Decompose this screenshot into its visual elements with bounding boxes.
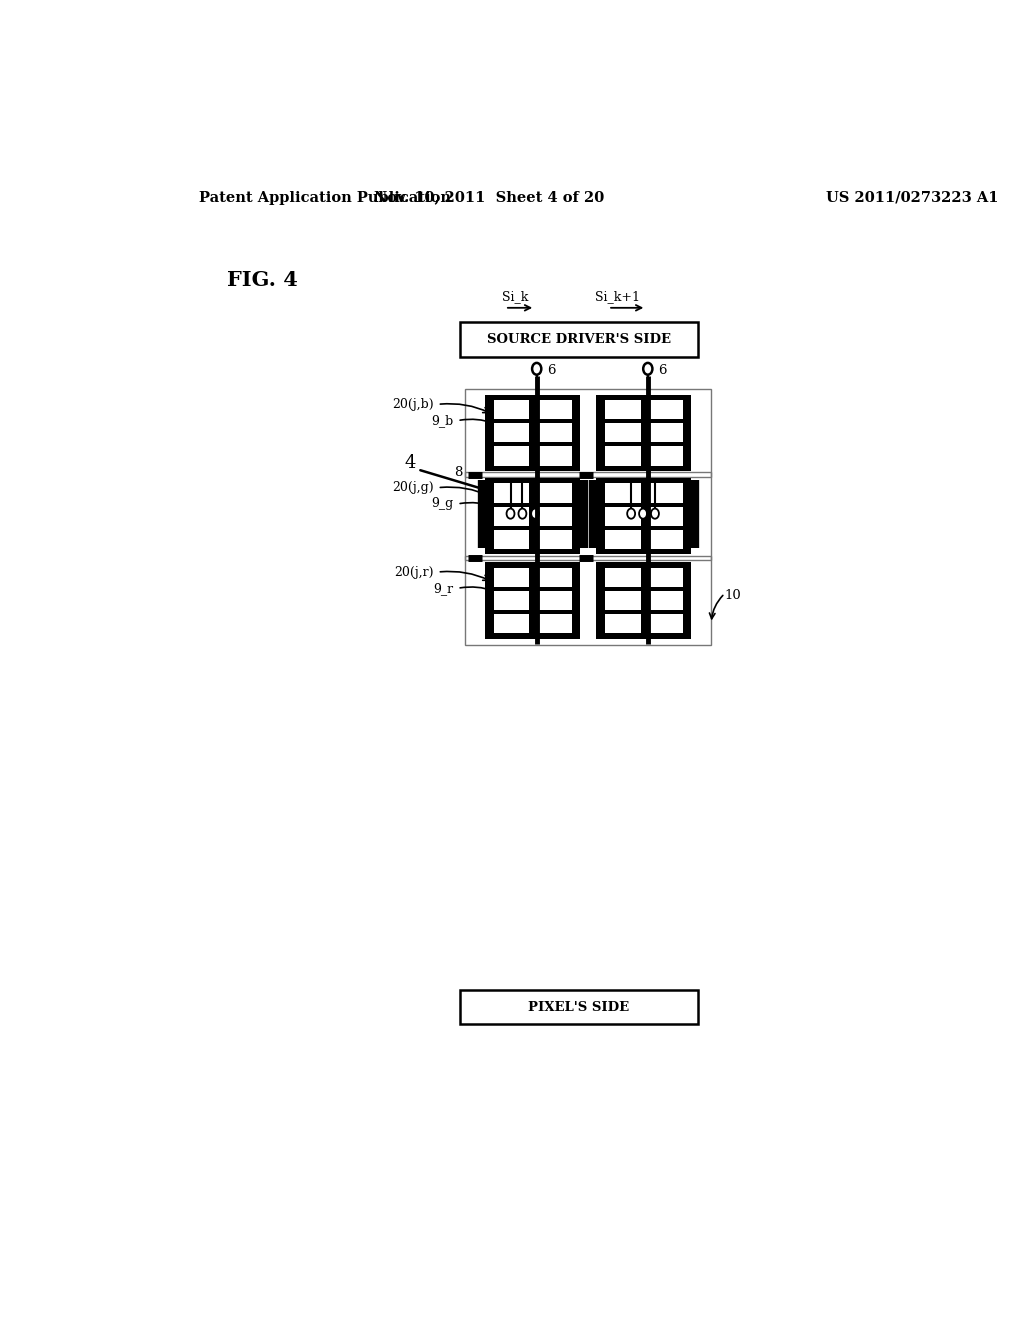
Bar [647, 614, 683, 634]
Text: 20(j,r): 20(j,r) [394, 565, 433, 578]
Bar [537, 446, 571, 466]
Bar [494, 529, 529, 549]
Bar [605, 446, 640, 466]
Text: PIXEL'S SIDE: PIXEL'S SIDE [528, 1001, 630, 1014]
Bar [647, 400, 683, 420]
Bar [647, 529, 683, 549]
Bar [605, 529, 640, 549]
Text: Si_k: Si_k [503, 289, 528, 302]
Text: 6: 6 [658, 364, 667, 376]
Text: 9_r: 9_r [433, 582, 454, 595]
Bar [647, 424, 683, 442]
Circle shape [518, 508, 526, 519]
Bar [494, 483, 529, 503]
Bar [494, 446, 529, 466]
Bar [537, 507, 571, 525]
Text: 20(j,g): 20(j,g) [392, 482, 433, 494]
Bar [537, 529, 571, 549]
Bar [485, 395, 581, 471]
Bar [647, 507, 683, 525]
Text: US 2011/0273223 A1: US 2011/0273223 A1 [826, 190, 998, 205]
Bar [494, 507, 529, 525]
Circle shape [627, 508, 635, 519]
Bar [647, 446, 683, 466]
Circle shape [651, 508, 658, 519]
Bar [605, 400, 640, 420]
Bar [537, 483, 571, 503]
Bar [494, 568, 529, 587]
Bar [647, 483, 683, 503]
Bar [537, 424, 571, 442]
Bar [494, 400, 529, 420]
Bar [605, 591, 640, 610]
Text: 20(j,b): 20(j,b) [392, 397, 433, 411]
Bar [465, 388, 712, 477]
Bar [537, 614, 571, 634]
Circle shape [643, 363, 652, 375]
Text: 6: 6 [547, 364, 556, 376]
Circle shape [507, 508, 514, 519]
Bar [647, 568, 683, 587]
Bar [494, 591, 529, 610]
Text: 7: 7 [518, 543, 527, 556]
Text: 9_g: 9_g [431, 498, 454, 511]
Text: Patent Application Publication: Patent Application Publication [200, 190, 452, 205]
Bar [465, 556, 712, 644]
Circle shape [639, 508, 647, 519]
Bar [605, 568, 640, 587]
Bar [605, 483, 640, 503]
Text: 8: 8 [454, 466, 462, 479]
Bar [605, 507, 640, 525]
Text: Nov. 10, 2011  Sheet 4 of 20: Nov. 10, 2011 Sheet 4 of 20 [374, 190, 604, 205]
Text: SOURCE DRIVER'S SIDE: SOURCE DRIVER'S SIDE [486, 333, 671, 346]
Bar [537, 591, 571, 610]
Bar [494, 614, 529, 634]
Circle shape [531, 508, 539, 519]
Circle shape [532, 363, 542, 375]
Bar [537, 568, 571, 587]
Bar [596, 562, 691, 639]
Bar [485, 562, 581, 639]
Bar [605, 424, 640, 442]
Text: 4: 4 [404, 454, 416, 473]
Bar [647, 591, 683, 610]
Bar [596, 478, 691, 554]
Bar [537, 400, 571, 420]
FancyBboxPatch shape [460, 990, 697, 1024]
Text: 10: 10 [725, 589, 741, 602]
Text: 9_b: 9_b [431, 414, 454, 428]
Bar [596, 395, 691, 471]
Text: FIG. 4: FIG. 4 [227, 271, 298, 290]
Bar [485, 478, 581, 554]
Bar [605, 614, 640, 634]
FancyBboxPatch shape [460, 322, 697, 356]
Bar [465, 473, 712, 561]
Text: Si_k+1: Si_k+1 [595, 289, 640, 302]
Bar [494, 424, 529, 442]
